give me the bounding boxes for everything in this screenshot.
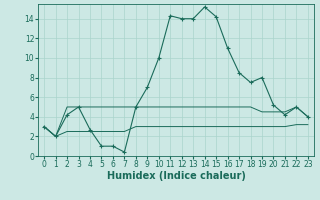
X-axis label: Humidex (Indice chaleur): Humidex (Indice chaleur) <box>107 171 245 181</box>
